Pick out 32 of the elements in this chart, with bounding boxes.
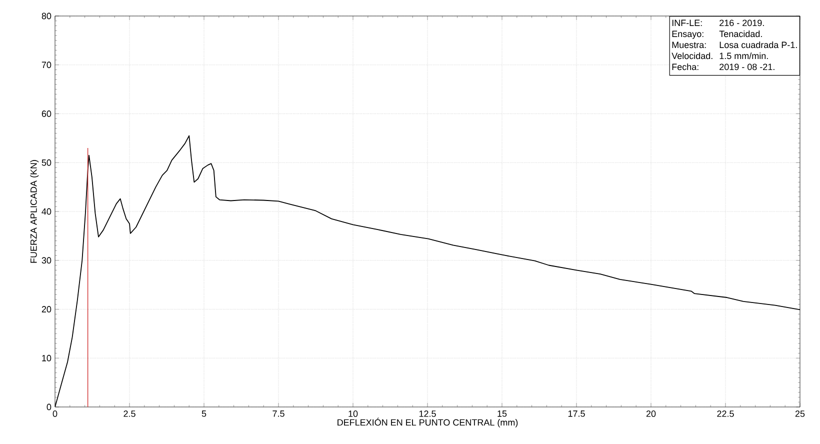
x-tick-label: 2.5 bbox=[124, 410, 136, 417]
annotation: 2019 - 08 -21. bbox=[720, 64, 774, 70]
x-tick-label: 7.5 bbox=[272, 410, 284, 417]
y-tick-label: 10 bbox=[42, 354, 52, 362]
y-tick-label: 80 bbox=[42, 12, 52, 20]
annotation: Muestra: bbox=[672, 42, 706, 48]
x-tick-label: 10 bbox=[348, 410, 358, 417]
x-tick-label: 17.5 bbox=[568, 410, 585, 417]
annotation: Losa cuadrada P-1. bbox=[720, 41, 797, 48]
x-tick-label: 0 bbox=[52, 410, 58, 417]
y-tick-label: 20 bbox=[42, 306, 52, 312]
annotation: Ensayo: bbox=[672, 30, 704, 39]
annotation: 1.5 mm/min. bbox=[720, 52, 768, 60]
x-tick-label: 5 bbox=[202, 410, 206, 417]
annotation: INF-LE: bbox=[672, 20, 702, 26]
y-tick-label: 40 bbox=[42, 208, 52, 215]
x-tick-label: 25 bbox=[795, 410, 805, 417]
annotation: 216 - 2019. bbox=[720, 20, 764, 26]
y-tick-label: 30 bbox=[42, 257, 52, 264]
annotation: Fecha: bbox=[672, 63, 698, 70]
y-tick-label: 0 bbox=[46, 404, 52, 410]
x-tick-label: 22.5 bbox=[717, 410, 734, 417]
y-tick-label: 70 bbox=[42, 62, 52, 68]
x-tick-label: 15 bbox=[498, 410, 507, 417]
y-tick-label: 50 bbox=[42, 159, 52, 166]
annotation: Velocidad. bbox=[672, 52, 712, 60]
x-tick-label: 12.5 bbox=[419, 410, 436, 417]
x-axis-title: DEFLEXIÓN EN EL PUNTO CENTRAL (mm) bbox=[338, 418, 518, 428]
y-axis-title: FUERZA APLICADA (KN) bbox=[30, 160, 39, 263]
y-tick-label: 60 bbox=[42, 110, 52, 117]
x-tick-label: 20 bbox=[646, 410, 656, 417]
annotation: Tenacidad. bbox=[719, 30, 762, 38]
